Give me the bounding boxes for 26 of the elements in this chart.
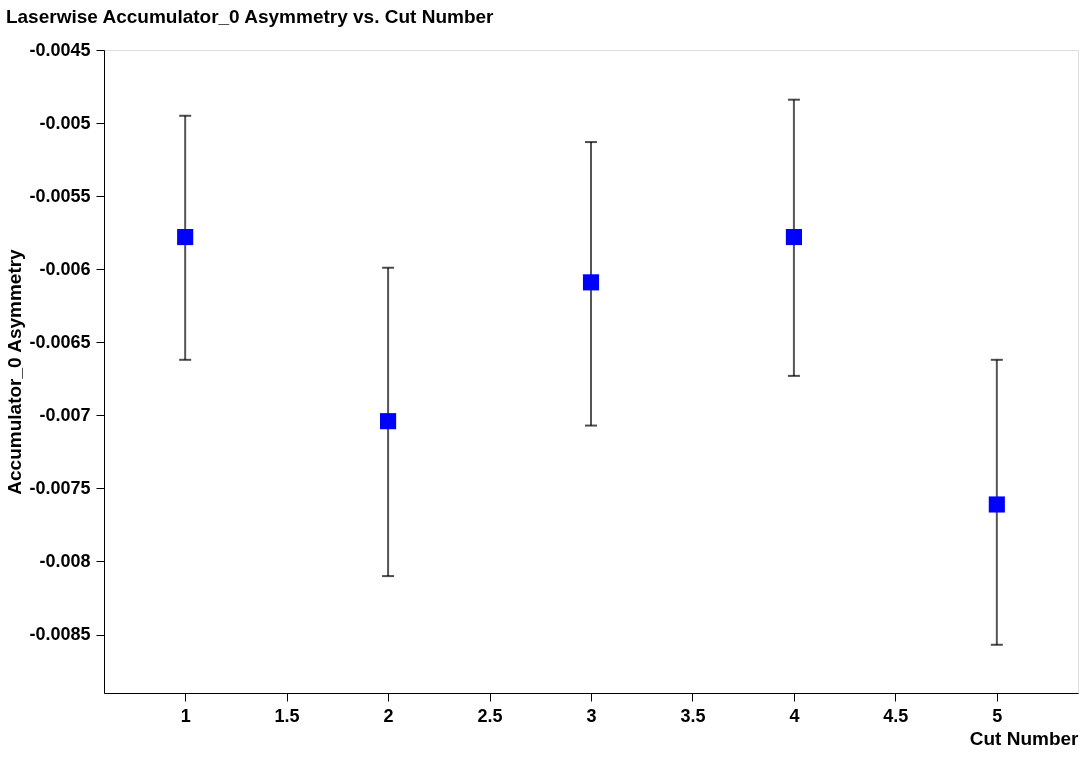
point [177, 228, 194, 246]
y-tick-label: -0.0055 [29, 185, 91, 206]
y-tick-label: -0.0045 [29, 39, 91, 60]
x-tick-label: 4.5 [883, 705, 909, 726]
y-tick-label: -0.0075 [29, 477, 91, 498]
y-tick-label: -0.0065 [29, 331, 91, 352]
y-tick-label: -0.007 [39, 404, 91, 425]
x-tick-label: 5 [992, 705, 1003, 726]
x-tick-label: 4 [789, 705, 800, 726]
point [380, 413, 397, 430]
point [582, 274, 600, 291]
x-tick-label: 1 [180, 705, 191, 726]
chart-title: Laserwise Accumulator_0 Asymmetry vs. Cut Number [5, 6, 495, 27]
x-tick-label: 2.5 [477, 705, 503, 726]
point [785, 228, 802, 246]
point [988, 496, 1005, 513]
x-axis-title: Cut Number [969, 727, 1080, 749]
x-tick-label: 2 [383, 705, 394, 726]
y-tick-label: -0.0085 [29, 624, 91, 645]
x-tick-label: 1.5 [274, 705, 300, 726]
x-tick-label: 3.5 [680, 705, 706, 726]
y-tick-label: -0.005 [39, 112, 91, 133]
y-axis-title: Accumulator_0 Asymmetry [4, 248, 26, 495]
y-tick-label: -0.006 [39, 258, 91, 279]
y-tick-label: -0.008 [39, 550, 91, 571]
x-tick-label: 3 [586, 705, 597, 726]
